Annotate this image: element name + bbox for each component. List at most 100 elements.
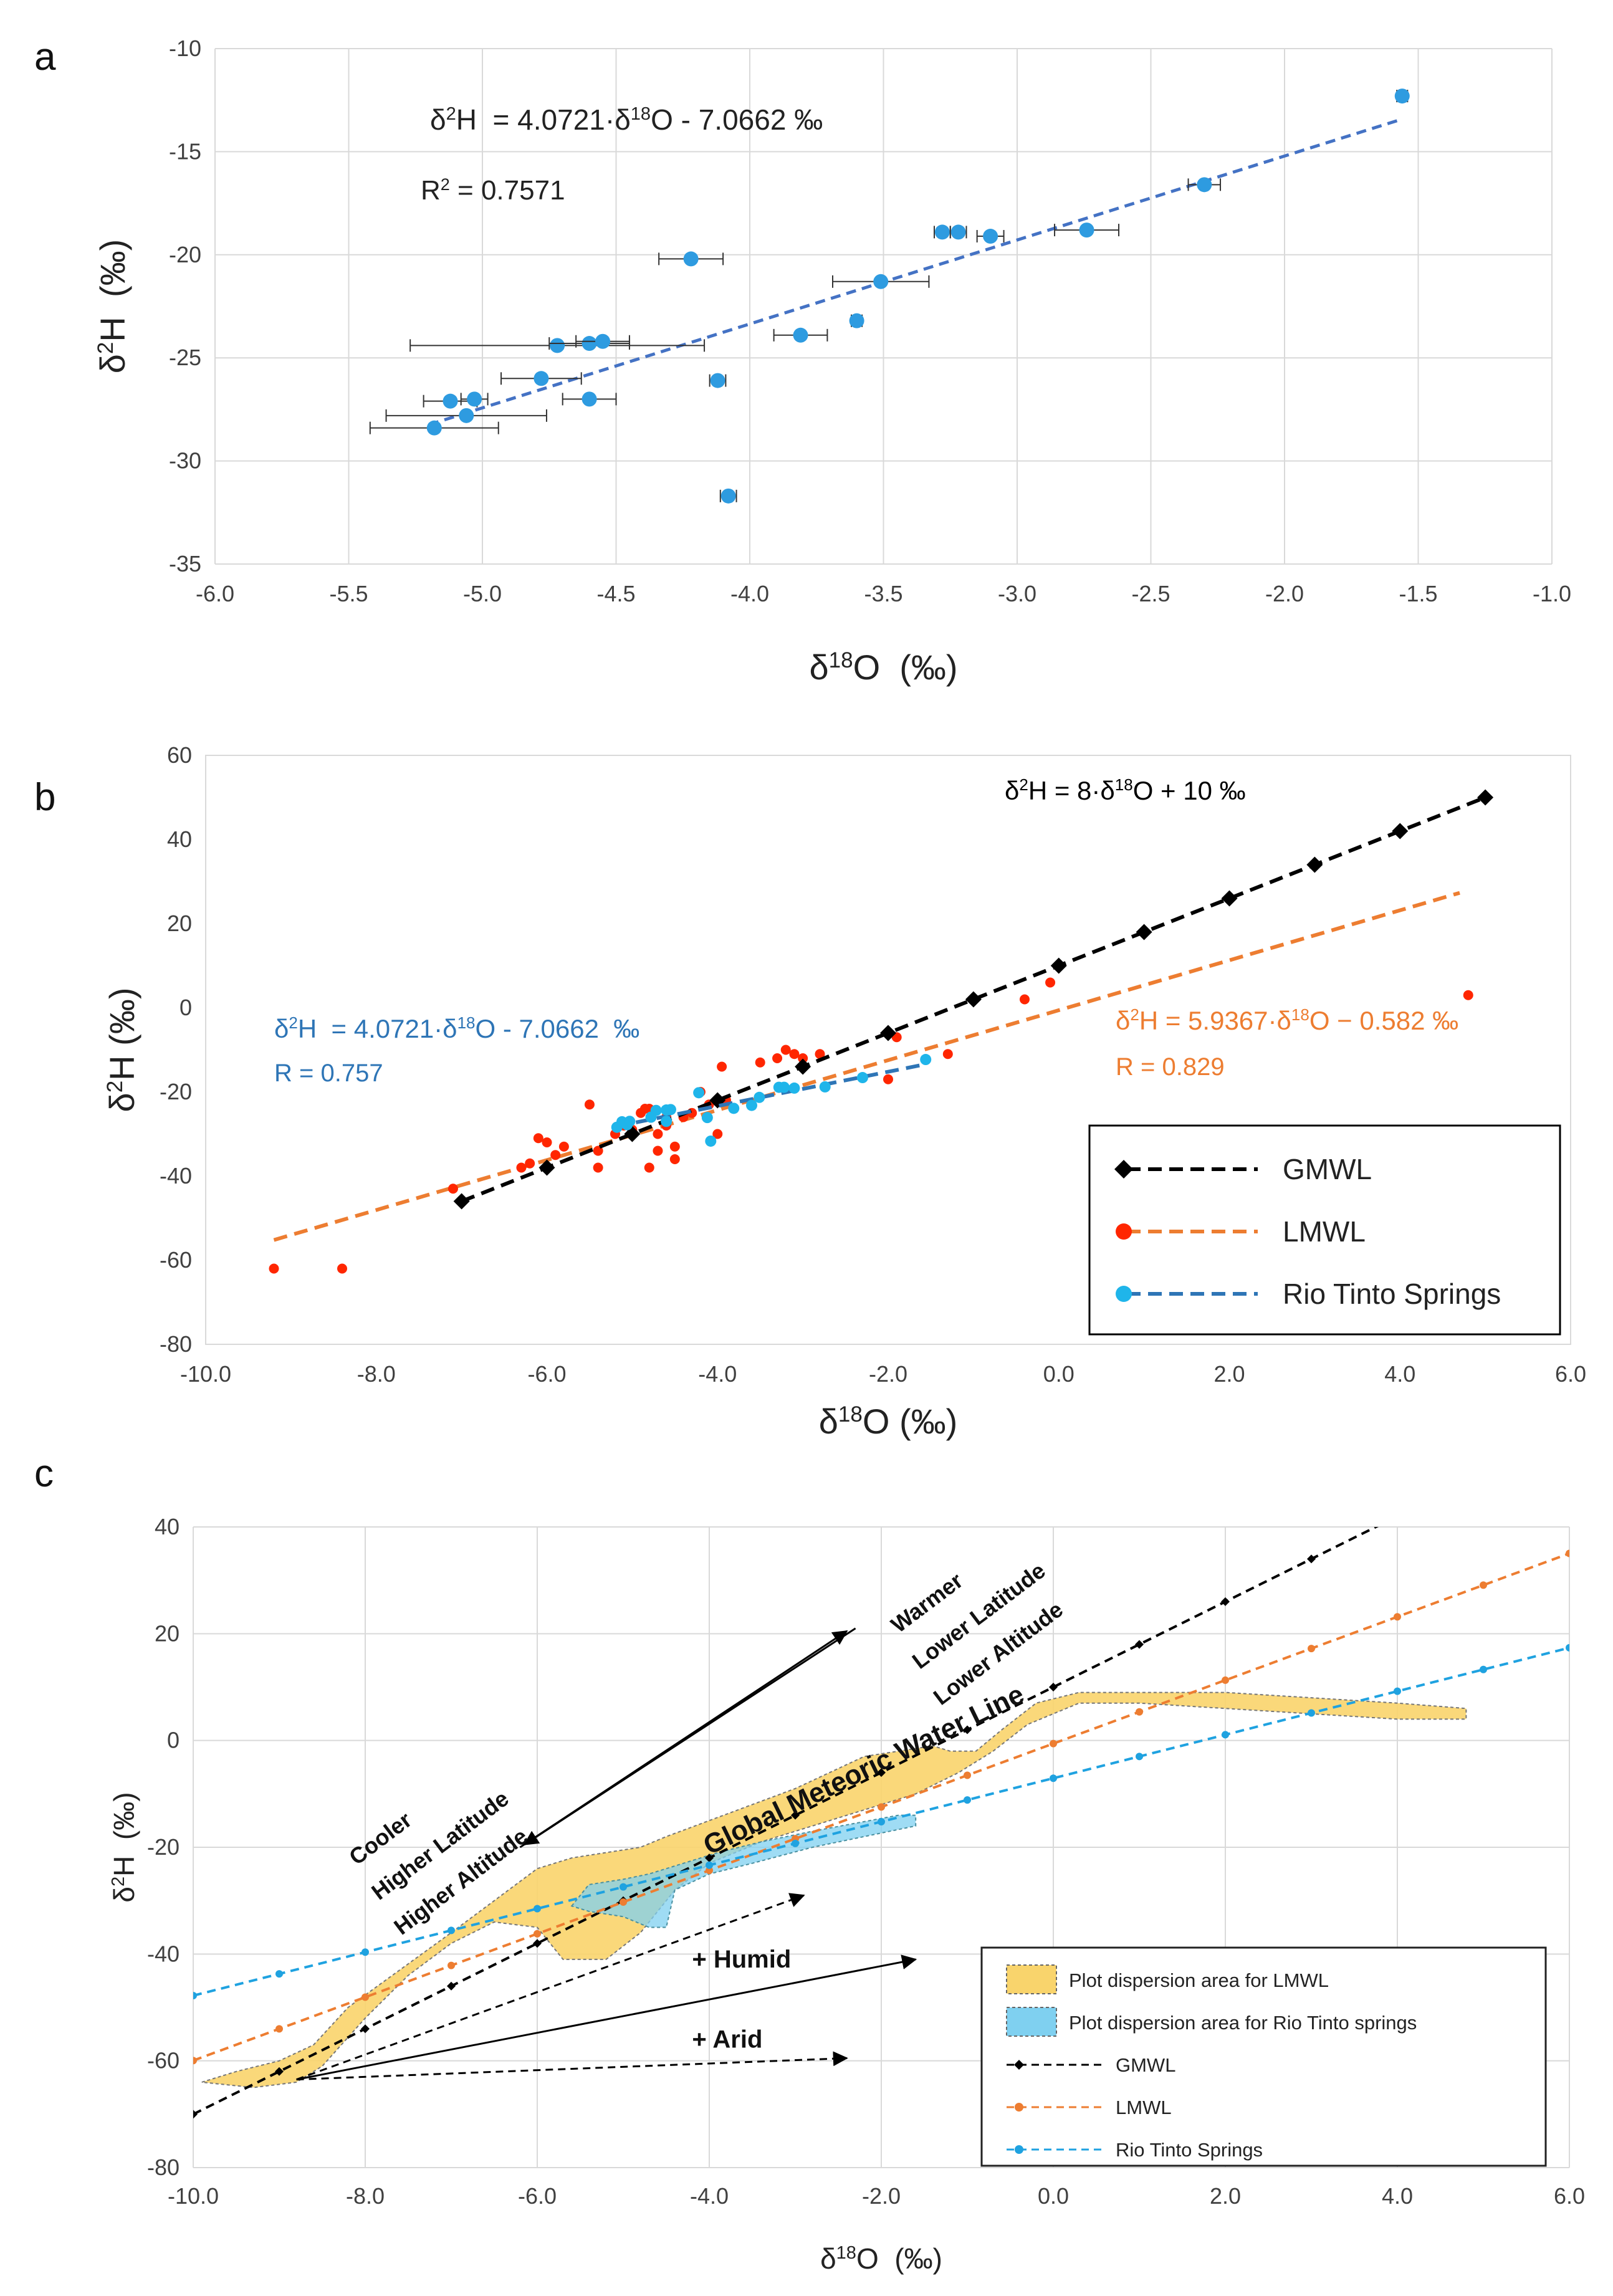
lmwl-point xyxy=(1045,977,1056,988)
lmwl-point xyxy=(717,1061,727,1072)
lmwl-point xyxy=(942,1049,953,1060)
text-span: = 0.7571 xyxy=(450,175,565,206)
x-tick-label: -10.0 xyxy=(168,2183,219,2209)
gmwl-equation: δ2H = 8·δ18O + 10 ‰ xyxy=(1005,775,1246,805)
lmwl-point xyxy=(755,1057,765,1068)
rio-point xyxy=(701,1112,713,1124)
text-span: H = 5.9367·δ xyxy=(1139,1006,1291,1035)
rio-point xyxy=(1050,1774,1057,1782)
y-tick-label: 0 xyxy=(167,1728,179,1753)
panel-a: a -6.0 -5.5 -5.0 -4.5 -4.0 -3.5 -3.0 -2.5 -2.0 -1.… xyxy=(34,36,1571,687)
y-tick-label: -20 xyxy=(160,1079,192,1104)
y-axis-title: δ2H (‰) xyxy=(93,239,132,374)
lmwl-point xyxy=(269,1263,279,1274)
text-span: H = 4.0721·δ xyxy=(456,103,631,136)
superscript: 18 xyxy=(838,1402,863,1427)
panel-label-c: c xyxy=(34,1452,54,1495)
x-tick-label: 0.0 xyxy=(1038,2183,1069,2209)
rio-point xyxy=(754,1091,765,1103)
superscript: 18 xyxy=(1115,775,1133,794)
rio-point xyxy=(1394,1687,1401,1695)
rio-point xyxy=(920,1054,932,1066)
lmwl-point xyxy=(1463,990,1473,1000)
gmwl-point xyxy=(1392,823,1409,839)
data-point xyxy=(550,338,565,353)
lmwl-point xyxy=(558,1141,569,1152)
legend-label: LMWL xyxy=(1283,1215,1366,1248)
lmwl-point xyxy=(964,1771,971,1779)
gmwl-point xyxy=(1221,890,1238,907)
legend-marker xyxy=(1116,1286,1132,1302)
superscript: 18 xyxy=(1291,1005,1309,1024)
lmwl-point xyxy=(780,1045,791,1055)
lmwl-point xyxy=(878,1803,885,1811)
plot-area xyxy=(193,1527,1569,2119)
y-tick-label: 40 xyxy=(167,826,192,852)
data-point xyxy=(720,488,736,504)
text-span: H (‰) xyxy=(108,1792,140,1876)
text-span: O (‰) xyxy=(863,1402,957,1441)
trendline xyxy=(428,117,1403,426)
x-tick-label: -5.5 xyxy=(329,581,368,606)
lmwl-point xyxy=(789,1049,800,1060)
rio-point xyxy=(193,1992,197,2000)
lmwl-point xyxy=(644,1162,654,1173)
rio-equation: δ2H = 4.0721·δ18O - 7.0662 ‰ xyxy=(274,1013,639,1043)
data-point xyxy=(426,420,442,436)
humid-dashed-arrow xyxy=(296,1893,805,2081)
text-span: O (‰) xyxy=(856,2242,942,2275)
gmwl-point xyxy=(880,1025,896,1041)
text-span: δ xyxy=(1005,776,1019,805)
legend-label: Rio Tinto Springs xyxy=(1283,1278,1501,1310)
legend-marker xyxy=(1015,2103,1023,2112)
y-tick-label: -20 xyxy=(147,1834,179,1860)
lmwl-point xyxy=(653,1146,663,1156)
x-tick-label: -4.0 xyxy=(690,2183,729,2209)
x-tick-label: -4.5 xyxy=(596,581,635,606)
rio-dispersion-area xyxy=(570,1814,917,1928)
data-point xyxy=(950,224,966,240)
gmwl-point xyxy=(795,1058,811,1075)
lmwl-point xyxy=(593,1162,603,1173)
lmwl-point xyxy=(275,2025,283,2033)
superscript: 18 xyxy=(631,104,651,124)
y-tick-label: 40 xyxy=(155,1514,179,1539)
rio-point xyxy=(693,1087,705,1099)
lmwl-point xyxy=(542,1137,552,1147)
x-tick-label: 2.0 xyxy=(1213,1361,1245,1387)
gmwl-point xyxy=(275,2067,284,2076)
y-tick-label: -40 xyxy=(147,1941,179,1966)
x-tick-label: 6.0 xyxy=(1554,2183,1585,2209)
y-tick-label: -80 xyxy=(160,1331,192,1357)
rio-point xyxy=(361,1948,369,1956)
x-tick-label: -2.5 xyxy=(1131,581,1170,606)
x-axis-title: δ18O (‰) xyxy=(809,648,957,687)
data-point xyxy=(793,327,808,343)
y-axis-title: δ2H (‰) xyxy=(102,988,141,1112)
rio-point xyxy=(819,1081,831,1093)
arid-label: + Arid xyxy=(692,2026,762,2053)
legend-marker xyxy=(1014,2060,1024,2070)
rio-point xyxy=(788,1082,800,1094)
superscript: 18 xyxy=(457,1013,476,1032)
lmwl-point xyxy=(1136,1708,1143,1716)
data-point xyxy=(1394,88,1410,104)
arid-dashed-arrow xyxy=(296,2051,848,2081)
x-tick-label: -10.0 xyxy=(180,1361,231,1387)
gmwl-point xyxy=(533,1939,542,1948)
text-span: δ xyxy=(93,354,132,373)
x-tick-label: -1.0 xyxy=(1533,581,1571,606)
lmwl-point xyxy=(361,1993,369,2001)
rio-point xyxy=(728,1103,740,1114)
rio-point xyxy=(664,1104,676,1116)
lmwl-point xyxy=(1394,1613,1401,1621)
y-tick-label: -20 xyxy=(169,242,201,267)
gmwl-point xyxy=(193,2110,198,2119)
data-point xyxy=(595,333,611,349)
gmwl-point xyxy=(1136,924,1152,940)
data-point xyxy=(1079,222,1094,238)
gmwl-point xyxy=(705,1854,714,1863)
superscript: 2 xyxy=(446,104,456,124)
y-tick-label: -60 xyxy=(160,1247,192,1273)
